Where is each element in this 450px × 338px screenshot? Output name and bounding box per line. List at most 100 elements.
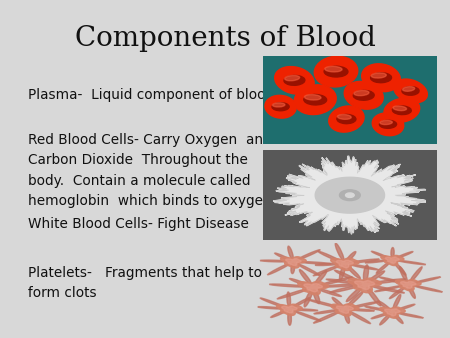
Ellipse shape: [274, 67, 314, 94]
Ellipse shape: [394, 79, 428, 103]
Polygon shape: [315, 177, 384, 213]
Ellipse shape: [287, 292, 291, 307]
Ellipse shape: [403, 87, 415, 91]
Ellipse shape: [362, 64, 400, 92]
Polygon shape: [280, 257, 306, 268]
Ellipse shape: [332, 297, 343, 308]
Ellipse shape: [334, 270, 360, 283]
Ellipse shape: [344, 311, 350, 323]
Ellipse shape: [365, 260, 388, 263]
Ellipse shape: [315, 270, 327, 285]
Circle shape: [339, 190, 360, 200]
Ellipse shape: [372, 251, 389, 259]
Ellipse shape: [395, 251, 413, 259]
Ellipse shape: [326, 279, 359, 284]
Ellipse shape: [371, 73, 392, 83]
Ellipse shape: [313, 290, 320, 304]
Ellipse shape: [346, 251, 356, 262]
Polygon shape: [304, 284, 322, 292]
Ellipse shape: [409, 286, 415, 298]
Ellipse shape: [354, 91, 369, 96]
Ellipse shape: [393, 294, 401, 309]
Ellipse shape: [320, 284, 361, 287]
Polygon shape: [348, 278, 382, 293]
Ellipse shape: [376, 262, 390, 273]
Ellipse shape: [370, 279, 405, 284]
Ellipse shape: [260, 260, 288, 262]
Ellipse shape: [260, 298, 285, 308]
Ellipse shape: [289, 279, 310, 286]
Ellipse shape: [305, 95, 321, 100]
Ellipse shape: [324, 66, 348, 77]
Ellipse shape: [315, 263, 341, 266]
Text: White Blood Cells- Fight Disease: White Blood Cells- Fight Disease: [27, 217, 248, 231]
Ellipse shape: [384, 98, 420, 122]
Ellipse shape: [304, 94, 327, 105]
Ellipse shape: [392, 106, 411, 115]
Polygon shape: [282, 306, 297, 313]
Ellipse shape: [268, 263, 290, 275]
Ellipse shape: [308, 299, 340, 308]
Ellipse shape: [270, 284, 307, 287]
Ellipse shape: [371, 73, 387, 78]
Ellipse shape: [367, 288, 381, 306]
Polygon shape: [385, 309, 400, 316]
Ellipse shape: [314, 311, 340, 323]
Ellipse shape: [265, 95, 296, 118]
Polygon shape: [286, 259, 301, 265]
Ellipse shape: [285, 75, 300, 81]
Ellipse shape: [288, 246, 293, 259]
Ellipse shape: [297, 264, 320, 275]
Ellipse shape: [346, 287, 362, 301]
Ellipse shape: [394, 262, 406, 275]
Polygon shape: [336, 306, 353, 313]
Ellipse shape: [396, 304, 415, 311]
Ellipse shape: [335, 243, 344, 261]
Ellipse shape: [258, 307, 285, 309]
Ellipse shape: [314, 310, 340, 314]
Text: Plasma-  Liquid component of blood: Plasma- Liquid component of blood: [27, 88, 274, 102]
Ellipse shape: [319, 277, 352, 286]
Ellipse shape: [288, 311, 292, 325]
Ellipse shape: [413, 277, 441, 284]
Ellipse shape: [273, 103, 285, 107]
Polygon shape: [277, 304, 302, 315]
Ellipse shape: [379, 120, 396, 128]
Ellipse shape: [291, 263, 295, 273]
Ellipse shape: [367, 271, 385, 283]
Ellipse shape: [348, 311, 370, 324]
Ellipse shape: [292, 298, 310, 308]
Ellipse shape: [400, 267, 407, 282]
Ellipse shape: [329, 106, 364, 132]
Ellipse shape: [350, 301, 379, 308]
Ellipse shape: [353, 90, 374, 100]
Ellipse shape: [347, 292, 363, 307]
Ellipse shape: [294, 311, 321, 321]
Polygon shape: [400, 282, 416, 288]
Polygon shape: [396, 280, 421, 291]
Ellipse shape: [410, 267, 422, 282]
Ellipse shape: [293, 309, 318, 311]
Ellipse shape: [350, 264, 378, 270]
Ellipse shape: [370, 286, 404, 293]
Ellipse shape: [397, 313, 423, 318]
Polygon shape: [379, 307, 405, 318]
Ellipse shape: [337, 115, 356, 124]
Ellipse shape: [390, 286, 405, 298]
Ellipse shape: [344, 81, 383, 109]
Ellipse shape: [277, 289, 308, 299]
Circle shape: [346, 193, 354, 197]
Ellipse shape: [349, 309, 374, 311]
Ellipse shape: [378, 301, 391, 310]
Ellipse shape: [304, 290, 312, 307]
Ellipse shape: [317, 288, 342, 296]
Text: Components of Blood: Components of Blood: [75, 25, 375, 51]
Ellipse shape: [272, 103, 289, 111]
Polygon shape: [331, 304, 359, 316]
Ellipse shape: [271, 310, 287, 317]
Ellipse shape: [380, 120, 392, 125]
Ellipse shape: [371, 313, 389, 319]
Polygon shape: [298, 281, 328, 295]
Ellipse shape: [284, 75, 305, 85]
Ellipse shape: [393, 313, 403, 323]
